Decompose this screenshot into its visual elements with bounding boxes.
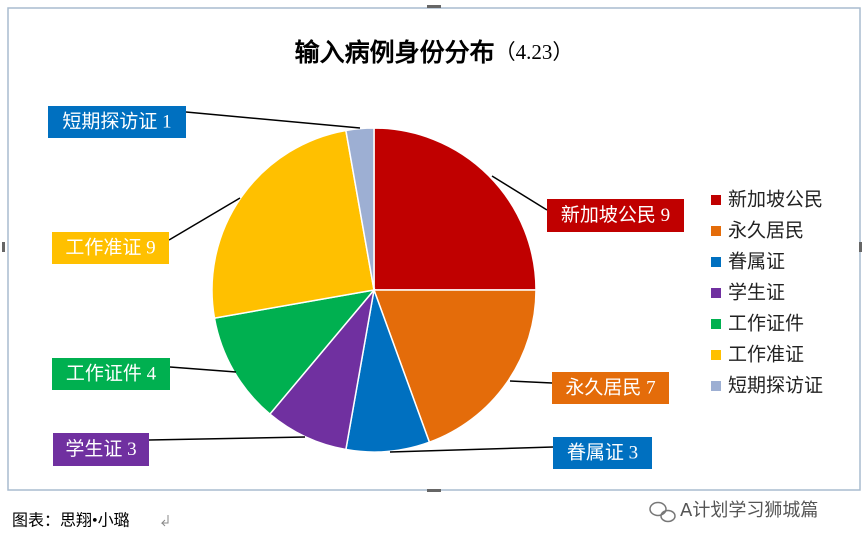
pie-slice bbox=[211, 129, 375, 319]
data-label: 工作准证 9 bbox=[65, 236, 155, 258]
data-label: 新加坡公民 9 bbox=[561, 204, 670, 226]
data-label-box bbox=[552, 372, 669, 404]
chart-title: 输入病例身份分布 bbox=[295, 38, 495, 67]
legend-swatch bbox=[711, 226, 721, 236]
leader-line bbox=[148, 436, 306, 441]
pie bbox=[211, 127, 537, 453]
pie-slice bbox=[372, 289, 537, 444]
data-label: 短期探访证 1 bbox=[62, 110, 171, 132]
chart-title-group: 输入病例身份分布（4.23） bbox=[295, 38, 574, 67]
legend-swatch bbox=[711, 288, 721, 298]
legend-swatch bbox=[711, 195, 721, 205]
leader-line bbox=[509, 380, 553, 384]
legend-label: 短期探访证 bbox=[728, 374, 823, 396]
data-label-box bbox=[53, 433, 149, 466]
data-label: 眷属证 3 bbox=[567, 441, 638, 463]
leader-line bbox=[491, 175, 548, 211]
legend-swatch bbox=[711, 257, 721, 267]
leader-line bbox=[168, 197, 241, 241]
leader-line bbox=[389, 446, 554, 453]
legend-swatch bbox=[711, 381, 721, 391]
legend-label: 学生证 bbox=[728, 281, 785, 303]
data-label: 学生证 3 bbox=[65, 438, 136, 460]
watermark-icon bbox=[649, 501, 676, 523]
data-label: 工作证件 4 bbox=[66, 362, 157, 384]
legend-swatch bbox=[711, 319, 721, 329]
legend-label: 工作准证 bbox=[728, 343, 804, 365]
leader-line bbox=[169, 366, 237, 373]
legend-label: 新加坡公民 bbox=[728, 188, 823, 210]
data-label: 永久居民 7 bbox=[565, 376, 655, 398]
data-label-box bbox=[52, 358, 170, 390]
frame-handles bbox=[2, 5, 862, 492]
pie-slice bbox=[373, 127, 537, 291]
legend-swatch bbox=[711, 350, 721, 360]
paragraph-mark bbox=[160, 515, 169, 527]
caption: 图表：思翔•小璐 bbox=[12, 512, 130, 530]
legend-label: 永久居民 bbox=[728, 219, 804, 241]
legend-label: 工作证件 bbox=[728, 312, 804, 334]
data-label-box bbox=[52, 232, 169, 264]
data-label-box bbox=[553, 437, 652, 469]
leader-line bbox=[185, 111, 361, 129]
data-label-box bbox=[547, 199, 684, 232]
data-label-box bbox=[48, 106, 186, 138]
pie-slice bbox=[213, 288, 376, 416]
watermark: A计划学习狮城篇 bbox=[680, 500, 818, 521]
legend-label: 眷属证 bbox=[728, 250, 785, 272]
chart-title-note: （4.23） bbox=[495, 40, 574, 64]
